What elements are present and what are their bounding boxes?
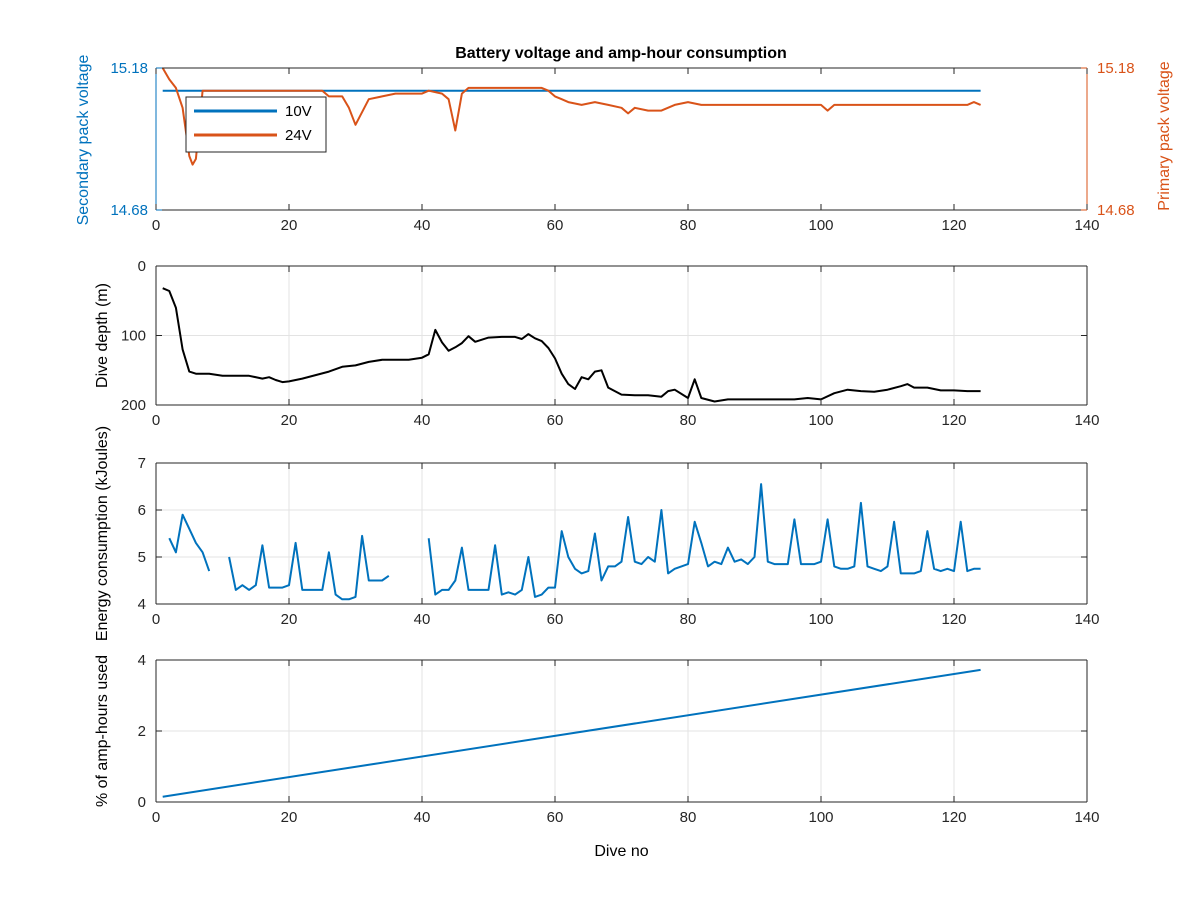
figure-title: Battery voltage and amp-hour consumption xyxy=(455,45,787,62)
y-axis-label-left: Secondary pack voltage xyxy=(75,55,92,226)
x-tick-label: 120 xyxy=(941,809,966,826)
series-line xyxy=(162,287,981,403)
x-tick-label: 0 xyxy=(152,412,160,429)
panels: 0 20 40 60 80 100 120 14015.1814.6815.1814.68Se… xyxy=(75,55,1173,860)
series-line xyxy=(162,668,981,798)
y-tick-label: 0 xyxy=(138,794,146,811)
x-tick-label: 20 xyxy=(281,412,298,429)
series-line-24v xyxy=(161,67,981,166)
chart-panel-2: 0 20 40 60 80 100 120 140 0 100 200 Dive depth (m) xyxy=(94,258,1100,429)
y-tick-label: 2 xyxy=(138,723,146,740)
chart-panel-4: 0 20 40 60 80 100 120 140 0 2 4 % of amp-hours used… xyxy=(94,652,1100,860)
x-tick-label: 120 xyxy=(941,412,966,429)
y-axis-label-right: Primary pack voltage xyxy=(1156,61,1173,210)
y-tick-label: 4 xyxy=(138,652,146,669)
x-tick-label: 120 xyxy=(941,611,966,628)
x-tick-label: 140 xyxy=(1074,217,1099,234)
y-tick-label: 200 xyxy=(121,397,146,414)
x-tick-label: 40 xyxy=(414,412,431,429)
y-tick-label-right: 15.18 xyxy=(1097,60,1135,77)
x-tick-label: 100 xyxy=(808,611,833,628)
legend-label-24v: 24V xyxy=(285,127,312,144)
x-tick-label: 0 xyxy=(152,809,160,826)
x-tick-label: 100 xyxy=(808,412,833,429)
x-tick-label: 140 xyxy=(1074,809,1099,826)
x-tick-label: 0 xyxy=(152,611,160,628)
y-axis-label: Energy consumption (kJoules) xyxy=(94,426,111,641)
series-line-segment-3 xyxy=(427,483,981,598)
y-tick-label: 4 xyxy=(138,596,146,613)
x-tick-label: 120 xyxy=(941,217,966,234)
x-tick-label: 80 xyxy=(680,611,697,628)
x-tick-label: 60 xyxy=(547,809,564,826)
x-tick-label: 20 xyxy=(281,809,298,826)
x-tick-label: 80 xyxy=(680,412,697,429)
y-axis-label: Dive depth (m) xyxy=(94,283,111,388)
chart-panel-3: 0 20 40 60 80 100 120 140 4 5 6 7 Energy consumption… xyxy=(94,426,1100,641)
x-axis-label: Dive no xyxy=(594,843,648,860)
legend-label-10v: 10V xyxy=(285,103,312,120)
y-tick-label: 0 xyxy=(138,258,146,275)
x-tick-label: 20 xyxy=(281,611,298,628)
y-tick-label: 6 xyxy=(138,502,146,519)
series-line-segment-2 xyxy=(228,534,390,601)
x-tick-label: 0 xyxy=(152,217,160,234)
x-tick-label: 20 xyxy=(281,217,298,234)
x-tick-label: 140 xyxy=(1074,412,1099,429)
x-tick-label: 40 xyxy=(414,217,431,234)
y-tick-label: 7 xyxy=(138,455,146,472)
y-axis-label: % of amp-hours used xyxy=(94,655,111,807)
x-tick-label: 40 xyxy=(414,611,431,628)
chart-panel-1: 0 20 40 60 80 100 120 140 15.18 14.68 15.18 14.68 Se… xyxy=(75,55,1173,234)
x-tick-label: 60 xyxy=(547,611,564,628)
x-tick-label: 40 xyxy=(414,809,431,826)
series-line-segment-1 xyxy=(168,513,211,572)
legend-box xyxy=(185,96,327,153)
x-tick-label: 80 xyxy=(680,217,697,234)
y-tick-label: 5 xyxy=(138,549,146,566)
x-tick-label: 60 xyxy=(547,412,564,429)
y-tick-label: 100 xyxy=(121,328,146,345)
y-tick-label-left: 14.68 xyxy=(110,202,148,219)
x-tick-label: 80 xyxy=(680,809,697,826)
x-tick-label: 140 xyxy=(1074,611,1099,628)
y-tick-label-right: 14.68 xyxy=(1097,202,1135,219)
x-tick-label: 100 xyxy=(808,217,833,234)
x-tick-label: 100 xyxy=(808,809,833,826)
y-tick-label-left: 15.18 xyxy=(110,60,148,77)
x-tick-label: 60 xyxy=(547,217,564,234)
